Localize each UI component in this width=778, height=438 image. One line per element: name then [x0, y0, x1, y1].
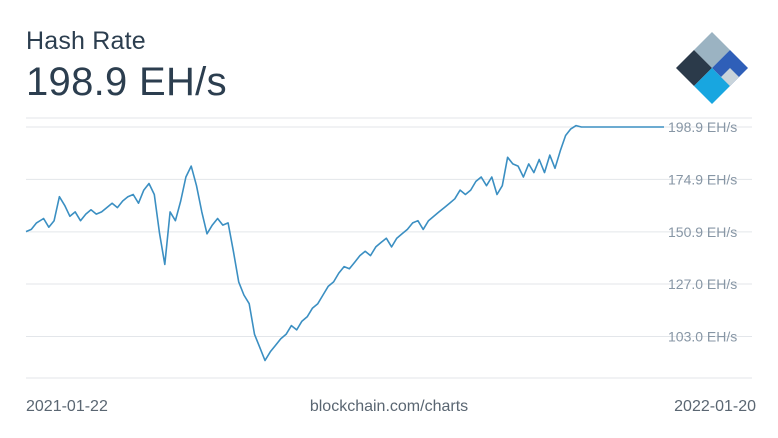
source-link[interactable]: blockchain.com/charts: [309, 398, 469, 415]
grid-lines: [26, 117, 752, 379]
y-axis-ticks: 103.0 EH/s 127.0 EH/s 150.9 EH/s 174.9 EH/s…: [668, 119, 737, 345]
y-tick-label: 198.9 EH/s: [668, 119, 737, 135]
end-date-label: 2022-01-20: [674, 398, 756, 415]
current-value: 198.9 EH/s: [26, 60, 227, 104]
y-tick-label: 127.0 EH/s: [668, 276, 737, 292]
chart-title: Hash Rate: [26, 27, 146, 55]
start-date-label: 2021-01-22: [26, 398, 108, 415]
hash-rate-line: [25, 124, 664, 362]
blockchain-logo-icon: [676, 32, 748, 104]
y-tick-label: 103.0 EH/s: [668, 328, 737, 344]
y-tick-label: 174.9 EH/s: [668, 171, 737, 187]
y-tick-label: 150.9 EH/s: [668, 224, 737, 240]
